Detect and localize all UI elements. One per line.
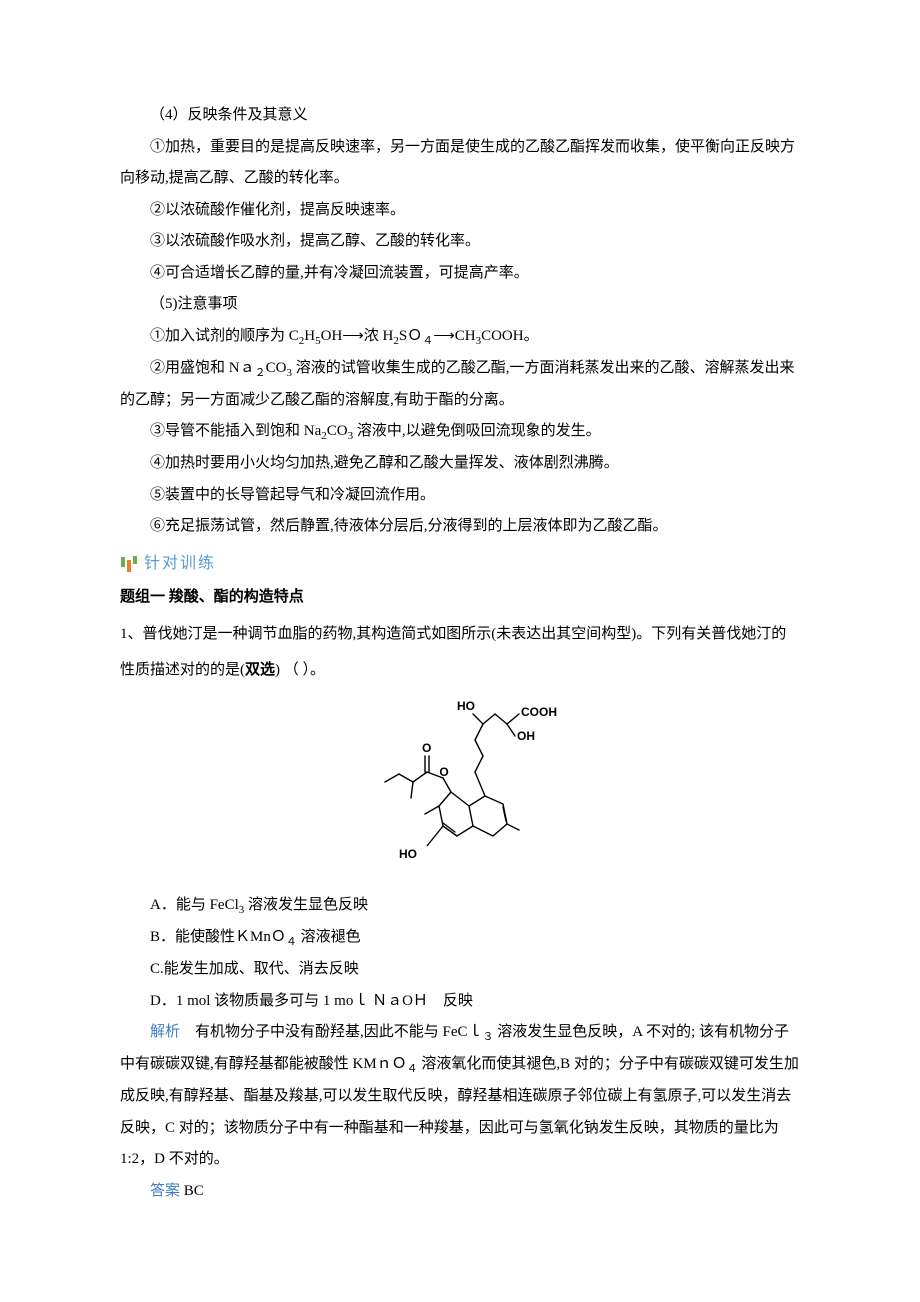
s5-p1-f: COOH。	[481, 328, 539, 344]
practice-badge-icon	[120, 555, 138, 573]
s5-p1: ①加入试剂的顺序为 C2H5OH⟶浓 H2SＯ４⟶CH3COOH。	[120, 321, 800, 353]
mol-label-cooh: COOH	[521, 705, 557, 719]
s5-heading: （5)注意事项	[120, 289, 800, 321]
sub-3e: ３	[483, 1031, 494, 1043]
mol-label-o-ester: O	[439, 765, 448, 779]
s5-p1-c: OH⟶浓 H	[321, 328, 394, 344]
q1-stem-a: 1、普伐她汀是一种调节血脂的药物,其构造简式如图所示(未表达出其空间构型)。下列…	[120, 626, 786, 678]
s5-p3-a: ③导管不能插入到饱和 Na	[150, 423, 321, 439]
q1-explain-a: 有机物分子中没有酚羟基,因此不能与 FeCｌ	[180, 1024, 483, 1040]
sub-2c: ２	[255, 367, 266, 379]
molecule-svg: HO COOH OH O O HO	[355, 696, 565, 886]
s5-p2: ②用盛饱和 Nａ２CO3 溶液的试管收集生成的乙酸乙酯,一方面消耗蒸发出来的乙酸…	[120, 353, 800, 417]
sub-4b: ４	[286, 936, 297, 948]
mol-label-ho-top: HO	[457, 699, 475, 713]
mol-label-oh: OH	[517, 729, 535, 743]
q1-optB: B．能使酸性ＫMnＯ４ 溶液褪色	[120, 922, 800, 954]
s4-p3: ③以浓硫酸作吸水剂，提高乙醇、乙酸的转化率。	[120, 226, 800, 258]
page: （4）反映条件及其意义 ①加热，重要目的是提高反映速率，另一方面是使生成的乙酸乙…	[0, 0, 920, 1302]
s5-p2-b: CO	[266, 360, 287, 376]
practice-badge: 针对训练	[120, 547, 800, 581]
s4-heading: （4）反映条件及其意义	[120, 100, 800, 132]
sub-4: ４	[422, 335, 433, 347]
q1-stem: 1、普伐她汀是一种调节血脂的药物,其构造简式如图所示(未表达出其空间构型)。下列…	[120, 616, 800, 688]
group-title: 题组一 羧酸、酯的构造特点	[120, 582, 800, 614]
sub-4c: ４	[407, 1063, 418, 1075]
q1-optB-b: 溶液褪色	[297, 929, 361, 945]
q1-explain: 解析 有机物分子中没有酚羟基,因此不能与 FeCｌ３ 溶液发生显色反映，A 不对…	[120, 1017, 800, 1176]
answer-value: BC	[180, 1183, 204, 1199]
q1-optA: A．能与 FeCl3 溶液发生显色反映	[120, 890, 800, 922]
q1-optC: C.能发生加成、取代、消去反映	[120, 954, 800, 986]
q1-optD: D．1 mol 该物质最多可与 1 moｌ ＮａOＨ 反映	[120, 986, 800, 1018]
s5-p1-b: H	[304, 328, 315, 344]
s5-p4: ④加热时要用小火均匀加热,避免乙醇和乙酸大量挥发、液体剧烈沸腾。	[120, 448, 800, 480]
mol-label-o-carbonyl: O	[422, 741, 431, 755]
molecule-figure: HO COOH OH O O HO	[120, 696, 800, 886]
s5-p1-d: SＯ	[399, 328, 422, 344]
s5-p3-c: 溶液中,以避免倒吸回流现象的发生。	[353, 423, 601, 439]
q1-optB-a: B．能使酸性ＫMnＯ	[150, 929, 286, 945]
s4-p4: ④可合适增长乙醇的量,并有冷凝回流装置，可提高产率。	[120, 258, 800, 290]
answer-label: 答案	[150, 1183, 180, 1199]
s5-p1-a: ①加入试剂的顺序为 C	[150, 328, 299, 344]
q1-optA-a: A．能与 FeCl	[150, 897, 239, 913]
q1-stem-b: ) （ ）。	[275, 662, 325, 678]
practice-badge-text: 针对训练	[144, 547, 216, 581]
s5-p3-b: CO	[327, 423, 348, 439]
s5-p2-a: ②用盛饱和 Nａ	[150, 360, 255, 376]
s4-p1: ①加热，重要目的是提高反映速率，另一方面是使生成的乙酸乙酯挥发而收集，使平衡向正…	[120, 132, 800, 195]
s5-p5: ⑤装置中的长导管起导气和冷凝回流作用。	[120, 480, 800, 512]
s4-p2: ②以浓硫酸作催化剂，提高反映速率。	[120, 195, 800, 227]
q1-explain-c: 溶液氧化而使其褪色,B 对的；分子中有碳碳双键可发生加成反映,有醇羟基、酯基及羧…	[120, 1056, 799, 1167]
s5-p1-e: ⟶CH	[433, 328, 475, 344]
s5-p3: ③导管不能插入到饱和 Na2CO3 溶液中,以避免倒吸回流现象的发生。	[120, 416, 800, 448]
mol-label-ho-bottom: HO	[399, 847, 417, 861]
q1-optA-b: 溶液发生显色反映	[244, 897, 368, 913]
explain-label: 解析	[150, 1024, 180, 1040]
q1-stem-bold: 双选	[245, 662, 275, 678]
s5-p6: ⑥充足振荡试管，然后静置,待液体分层后,分液得到的上层液体即为乙酸乙酯。	[120, 511, 800, 543]
q1-answer: 答案 BC	[120, 1176, 800, 1208]
